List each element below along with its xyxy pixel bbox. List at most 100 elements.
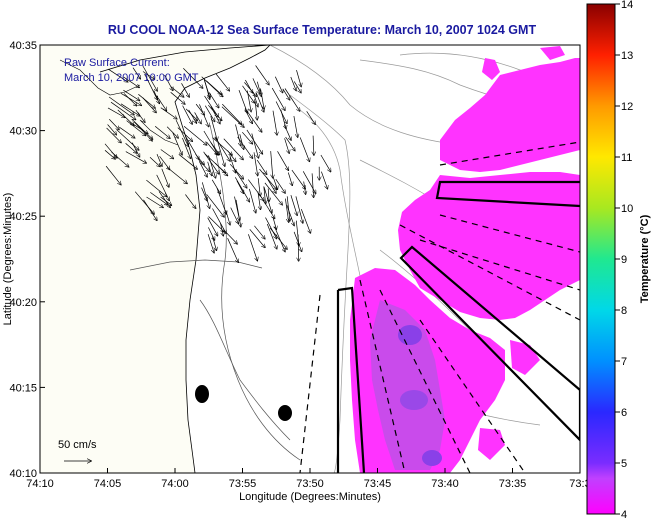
current-vector xyxy=(293,81,301,92)
sst-cold-core-3 xyxy=(422,450,442,466)
current-vector xyxy=(156,95,167,111)
current-vector xyxy=(201,182,209,208)
current-vector xyxy=(222,103,241,124)
current-vector xyxy=(235,124,241,146)
current-vector xyxy=(244,108,262,132)
current-vector xyxy=(249,188,255,213)
current-vector xyxy=(207,217,218,236)
current-vector xyxy=(120,92,141,105)
current-vector xyxy=(270,151,273,178)
current-vector xyxy=(248,234,257,260)
current-vector xyxy=(156,153,162,166)
current-vector xyxy=(321,171,327,189)
current-vector xyxy=(156,174,170,201)
current-vector xyxy=(253,152,258,175)
current-vector xyxy=(258,178,260,196)
current-vector xyxy=(299,137,309,162)
current-vector xyxy=(207,234,214,253)
current-vector xyxy=(215,73,229,91)
colorbar-tick-label: 5 xyxy=(621,458,627,470)
colorbar-tick-label: 12 xyxy=(621,101,633,113)
current-vector xyxy=(252,78,260,93)
current-vector xyxy=(272,216,277,229)
current-vector xyxy=(188,109,197,123)
colorbar-tick-label: 9 xyxy=(621,254,627,266)
colorbar-tick-label: 8 xyxy=(621,305,627,317)
current-vector xyxy=(108,96,134,115)
x-tick-label: 74:05 xyxy=(94,478,122,490)
current-vector xyxy=(291,169,306,189)
sst-patches xyxy=(350,46,580,473)
current-vector xyxy=(244,109,252,124)
current-vector xyxy=(300,208,310,233)
current-vector xyxy=(272,110,277,135)
current-vector xyxy=(295,220,299,246)
y-tick-label: 40:35 xyxy=(9,40,37,52)
current-vector xyxy=(265,217,277,239)
current-vector xyxy=(123,93,137,106)
current-vector xyxy=(296,70,302,87)
current-vector xyxy=(181,83,190,97)
current-vector xyxy=(268,188,269,202)
current-vector xyxy=(210,141,220,155)
x-tick-label: 74:00 xyxy=(161,478,189,490)
current-vector xyxy=(260,88,265,109)
x-tick-label: 73:3 xyxy=(569,478,590,490)
overlay-label-current: Raw Surface Current: xyxy=(64,57,170,69)
sst-fragment-1 xyxy=(482,58,500,80)
survey-box-diagonal xyxy=(399,245,580,442)
current-vector xyxy=(255,101,257,120)
current-vector xyxy=(277,151,289,170)
current-vector xyxy=(203,151,219,174)
current-vector xyxy=(208,104,222,120)
current-vector xyxy=(131,119,153,139)
current-vector xyxy=(116,129,139,151)
current-vector xyxy=(290,76,296,91)
y-tick-label: 40:20 xyxy=(9,297,37,309)
current-vector xyxy=(160,196,172,205)
current-vector xyxy=(178,154,198,169)
colorbar-tick-label: 4 xyxy=(621,509,627,519)
current-vector xyxy=(208,155,216,178)
current-vector xyxy=(257,191,261,209)
current-vector xyxy=(290,194,297,215)
current-vector xyxy=(146,179,166,197)
scale-label: 50 cm/s xyxy=(58,439,97,451)
current-vector xyxy=(246,90,251,112)
current-vector xyxy=(246,129,263,154)
current-vector xyxy=(183,126,207,145)
current-vector xyxy=(234,196,240,221)
current-vector xyxy=(254,225,265,239)
current-vector xyxy=(242,131,252,144)
survey-box-north xyxy=(435,180,580,208)
current-vector xyxy=(194,112,202,123)
current-vector xyxy=(166,126,178,138)
current-vector xyxy=(153,90,160,104)
current-vector xyxy=(285,136,295,151)
current-vector xyxy=(199,104,208,126)
current-vector xyxy=(256,81,261,97)
y-axis-title: Latitude (Degrees:Minutes) xyxy=(2,193,14,326)
current-vector xyxy=(161,168,169,187)
current-vector xyxy=(172,132,182,155)
sst-fragment-2 xyxy=(540,46,565,60)
current-vector xyxy=(142,65,158,92)
current-vector xyxy=(244,82,256,96)
x-tick-label: 73:40 xyxy=(431,478,459,490)
current-vector xyxy=(126,120,146,136)
current-vector xyxy=(286,205,294,225)
current-vector xyxy=(104,143,117,158)
current-vector xyxy=(125,143,137,153)
current-vector xyxy=(132,67,140,79)
current-vector xyxy=(275,101,287,124)
sst-patch-north xyxy=(440,58,580,172)
current-vector xyxy=(166,167,187,183)
map-title: RU COOL NOAA-12 Sea Surface Temperature:… xyxy=(108,23,537,37)
x-tick-label: 73:35 xyxy=(499,478,527,490)
current-vector xyxy=(302,171,316,193)
current-vector xyxy=(248,179,264,201)
current-vector xyxy=(287,172,292,186)
current-vector xyxy=(105,165,121,185)
current-vector xyxy=(159,156,170,169)
